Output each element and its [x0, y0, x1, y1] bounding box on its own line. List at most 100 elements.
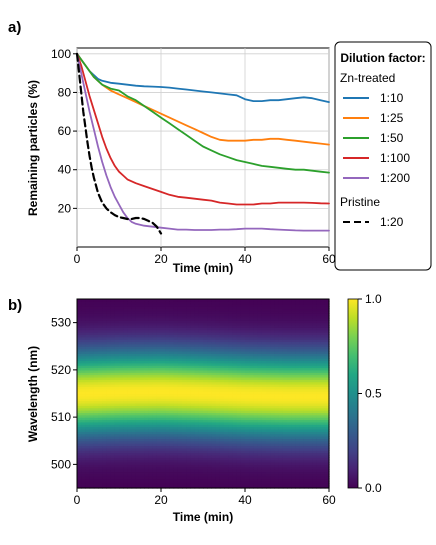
heatmap-cell	[110, 440, 116, 444]
heatmap-cell	[144, 485, 149, 489]
heatmap-cell	[312, 480, 317, 484]
heatmap-cell	[320, 327, 326, 331]
heatmap-cell	[114, 299, 120, 302]
heatmap-cell	[198, 348, 204, 352]
heatmap-cell	[186, 457, 191, 461]
heatmap-cell	[253, 372, 259, 376]
heatmap-cell	[236, 339, 242, 343]
heatmap-cell	[324, 473, 330, 477]
heatmap-cell	[89, 417, 95, 421]
heatmap-cell	[169, 391, 175, 395]
heatmap-cell	[140, 450, 145, 454]
heatmap-cell	[312, 476, 317, 480]
heatmap-cell	[266, 421, 271, 425]
heatmap-cell	[144, 306, 149, 310]
heatmap-cell	[282, 299, 288, 302]
heatmap-cell	[303, 320, 309, 324]
heatmap-cell	[156, 336, 162, 340]
heatmap-cell	[236, 320, 242, 324]
heatmap-cell	[236, 350, 242, 354]
heatmap-cell	[93, 424, 99, 428]
heatmap-cell	[161, 310, 166, 314]
heatmap-cell	[287, 483, 292, 487]
heatmap-cell	[102, 388, 107, 392]
heatmap-cell	[77, 436, 82, 439]
heatmap-cell	[274, 369, 280, 373]
heatmap-cell	[190, 485, 196, 489]
heatmap-cell	[152, 405, 158, 409]
heatmap-cell	[198, 421, 204, 425]
heatmap-cell	[85, 478, 91, 482]
heatmap-cell	[215, 428, 221, 432]
heatmap-cell	[144, 402, 149, 406]
heatmap-cell	[77, 398, 82, 402]
heatmap-cell	[303, 426, 309, 430]
heatmap-cell	[249, 324, 254, 328]
heatmap-cell	[228, 433, 233, 437]
heatmap-cell	[308, 473, 313, 477]
y-tick-label: 500	[51, 457, 71, 471]
heatmap-cell	[320, 332, 326, 336]
heatmap-cell	[156, 450, 162, 454]
heatmap-cell	[228, 483, 233, 487]
heatmap-cell	[228, 376, 233, 380]
heatmap-cell	[102, 480, 107, 484]
heatmap-cell	[257, 369, 263, 373]
heatmap-cell	[85, 343, 91, 347]
heatmap-cell	[316, 313, 322, 317]
heatmap-cell	[253, 329, 259, 333]
heatmap-cell	[194, 327, 200, 331]
heatmap-cell	[245, 407, 250, 411]
heatmap-cell	[198, 343, 204, 347]
heatmap-cell	[278, 452, 284, 456]
heatmap-cell	[291, 466, 296, 470]
heatmap-cell	[219, 431, 225, 435]
heatmap-cell	[182, 440, 187, 444]
heatmap-cell	[299, 358, 305, 362]
heatmap-cell	[320, 374, 326, 378]
heatmap-cell	[106, 372, 112, 376]
heatmap-cell	[98, 476, 103, 480]
heatmap-cell	[236, 362, 242, 366]
heatmap-cell	[308, 419, 313, 423]
heatmap-cell	[144, 471, 149, 475]
heatmap-cell	[152, 476, 158, 480]
heatmap-cell	[215, 393, 221, 397]
heatmap-cell	[186, 480, 191, 484]
heatmap-cell	[295, 362, 301, 366]
heatmap-cell	[77, 336, 82, 340]
heatmap-cell	[228, 299, 233, 302]
heatmap-cell	[110, 379, 116, 383]
heatmap-cell	[173, 476, 179, 480]
heatmap-cell	[320, 419, 326, 423]
heatmap-cell	[169, 459, 175, 463]
heatmap-cell	[148, 450, 154, 454]
heatmap-cell	[249, 462, 254, 465]
heatmap-cell	[182, 480, 187, 484]
heatmap-cell	[114, 365, 120, 369]
heatmap-cell	[236, 395, 242, 399]
heatmap-cell	[182, 379, 187, 383]
heatmap-cell	[135, 315, 141, 319]
heatmap-cell	[119, 402, 124, 406]
heatmap-cell	[152, 381, 158, 385]
heatmap-cell	[245, 346, 250, 350]
heatmap-cell	[303, 438, 309, 442]
heatmap-cell	[177, 324, 183, 328]
heatmap-cell	[219, 473, 225, 477]
heatmap-cell	[236, 313, 242, 317]
heatmap-cell	[148, 464, 154, 468]
heatmap-cell	[77, 471, 82, 475]
heatmap-cell	[77, 350, 82, 354]
heatmap-cell	[232, 301, 238, 305]
heatmap-cell	[207, 412, 212, 416]
heatmap-cell	[85, 462, 91, 465]
heatmap-cell	[261, 353, 267, 357]
heatmap-cell	[312, 412, 317, 416]
heatmap-cell	[173, 324, 179, 328]
heatmap-cell	[278, 388, 284, 392]
heatmap-cell	[211, 315, 217, 319]
heatmap-cell	[211, 317, 217, 321]
heatmap-cell	[77, 440, 82, 444]
heatmap-cell	[182, 452, 187, 456]
